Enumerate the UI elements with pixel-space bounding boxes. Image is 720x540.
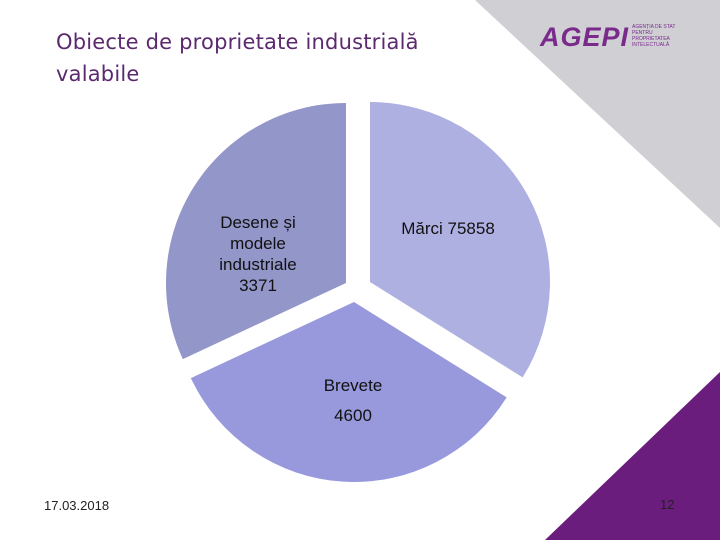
agepi-logo: AGEPI AGENȚIA DE STAT PENTRU PROPRIETATE…: [540, 22, 690, 52]
pie-slice: [190, 302, 507, 483]
footer-date: 17.03.2018: [44, 498, 110, 513]
pie-slice-label-line: industriale: [219, 255, 297, 274]
page-number: 12: [660, 497, 675, 512]
corner-purple-triangle: [545, 372, 720, 540]
logo-subtitle-line: AGENȚIA DE STAT: [632, 24, 676, 30]
pie-slice: [165, 103, 346, 360]
pie-slice-label-line: Brevete: [323, 376, 383, 395]
pie-slice-label-line: Desene și: [220, 213, 296, 232]
logo-subtitle-line: INTELECTUALĂ: [632, 42, 670, 48]
pie-slice-label: Brevete 4600: [308, 371, 398, 431]
logo-subtitle-line: PENTRU: [632, 30, 653, 36]
pie-slice-label: Desene și modele industriale 3371: [203, 212, 313, 296]
pie-slice-label-line: 3371: [239, 276, 277, 295]
corner-gray-triangle: [475, 0, 720, 228]
logo-subtitle-line: PROPRIETATEA: [632, 36, 670, 42]
pie-slice-label-line: modele: [230, 234, 286, 253]
pie-slice-label-line: 4600: [334, 406, 372, 425]
pie-slice-label: Mărci 75858: [383, 218, 513, 239]
logo-wordmark: AGEPI: [540, 22, 630, 52]
pie-slice: [370, 102, 551, 378]
slide-title: Obiecte de proprietate industrială valab…: [56, 30, 419, 86]
pie-slice-label-line: Mărci 75858: [401, 219, 495, 238]
logo-subtitle: AGENȚIA DE STAT PENTRU PROPRIETATEA INTE…: [632, 24, 692, 48]
